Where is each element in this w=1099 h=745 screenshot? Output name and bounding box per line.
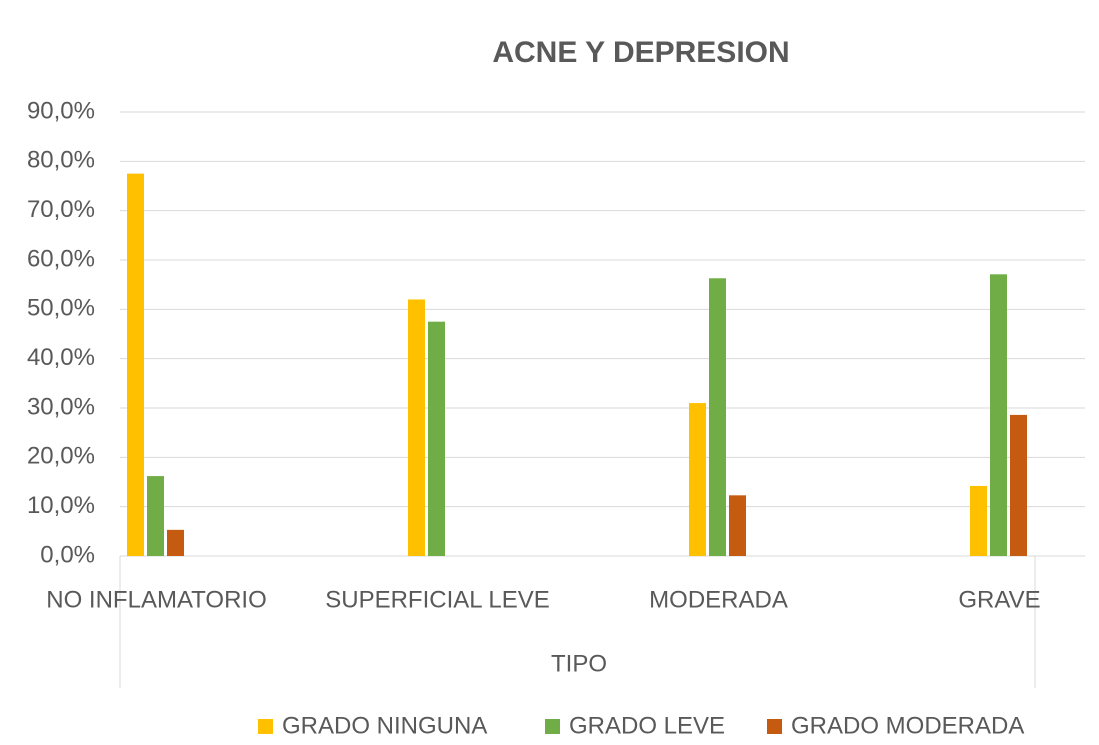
chart-title: ACNE Y DEPRESION	[492, 36, 789, 69]
x-tick-label: MODERADA	[649, 586, 788, 613]
y-tick-label: 40,0%	[27, 344, 95, 371]
x-tick-label: SUPERFICIAL LEVE	[325, 586, 550, 613]
bar	[167, 529, 184, 556]
y-tick-label: 80,0%	[27, 147, 95, 174]
bar	[1010, 414, 1027, 556]
bar	[970, 485, 987, 556]
legend-swatch	[545, 719, 560, 734]
y-tick-label: 60,0%	[27, 245, 95, 272]
legend-label: GRADO LEVE	[569, 712, 725, 739]
y-tick-label: 10,0%	[27, 492, 95, 519]
y-tick-label: 30,0%	[27, 393, 95, 420]
x-axis-title: TIPO	[551, 650, 607, 677]
legend-label: GRADO MODERADA	[791, 712, 1024, 739]
legend-swatch	[258, 719, 273, 734]
bar	[147, 476, 164, 556]
bar	[689, 403, 706, 556]
y-tick-label: 70,0%	[27, 196, 95, 223]
bar	[428, 321, 445, 556]
bar	[408, 299, 425, 556]
bar	[729, 495, 746, 556]
legend-label: GRADO NINGUNA	[282, 712, 487, 739]
x-tick-label: GRAVE	[958, 586, 1040, 613]
bar	[709, 278, 726, 556]
legend-swatch	[767, 719, 782, 734]
bar	[990, 274, 1007, 556]
y-tick-label: 0,0%	[40, 541, 95, 568]
y-tick-label: 90,0%	[27, 97, 95, 124]
y-tick-label: 20,0%	[27, 443, 95, 470]
y-tick-label: 50,0%	[27, 295, 95, 322]
x-tick-label: NO INFLAMATORIO	[46, 586, 266, 613]
bar	[127, 173, 144, 556]
